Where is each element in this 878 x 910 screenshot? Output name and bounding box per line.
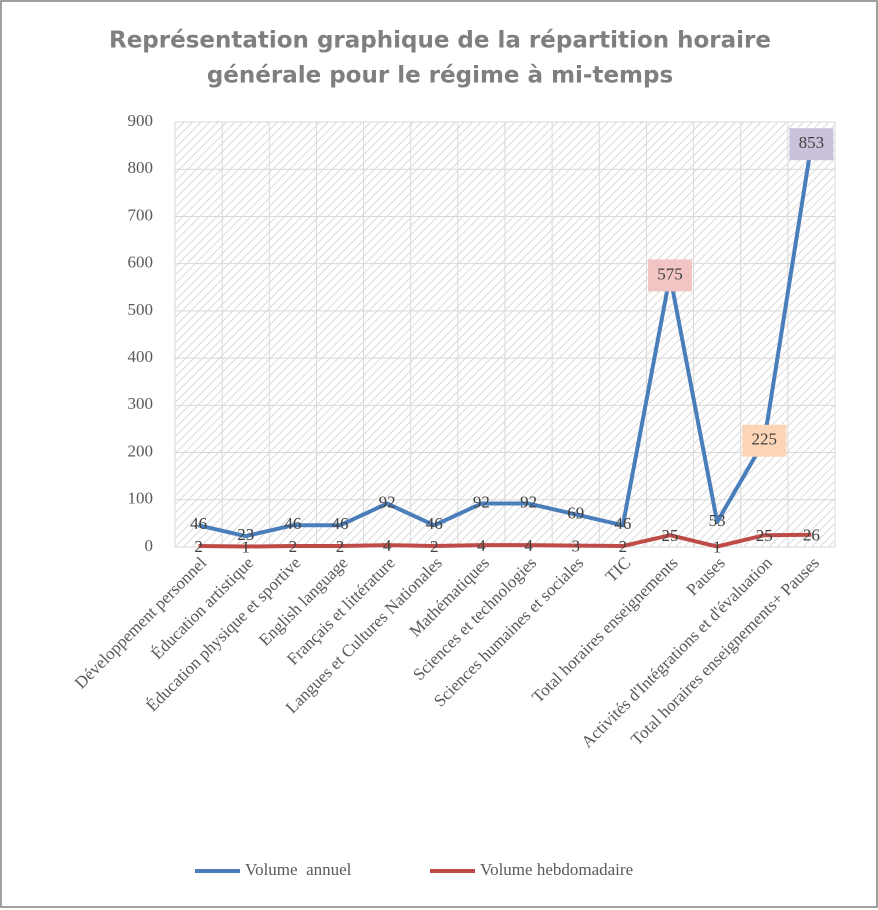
- data-label: 25: [662, 526, 679, 545]
- data-label: 4: [524, 536, 533, 555]
- y-tick-label: 900: [128, 111, 154, 130]
- y-tick-label: 300: [128, 394, 154, 413]
- data-label: 225: [752, 430, 778, 449]
- data-label: 2: [619, 537, 628, 556]
- y-tick-label: 200: [128, 441, 154, 460]
- data-label: 853: [799, 133, 825, 152]
- y-tick-label: 700: [128, 205, 154, 224]
- y-tick-label: 400: [128, 347, 154, 366]
- data-label: 3: [571, 536, 580, 555]
- chart-title: Représentation graphique de la répartiti…: [109, 28, 771, 54]
- y-tick-label: 100: [128, 489, 154, 508]
- data-label: 92: [473, 492, 490, 511]
- data-label: 4: [383, 536, 392, 555]
- data-label: 2: [336, 537, 345, 556]
- series-line: [198, 532, 812, 549]
- y-tick-label: 600: [128, 253, 154, 272]
- data-label-background: [648, 259, 692, 292]
- data-label: 92: [520, 492, 537, 511]
- legend-label: Volume annuel: [245, 860, 352, 879]
- data-label: 1: [713, 537, 722, 556]
- data-label: 46: [426, 514, 443, 533]
- y-tick-label: 500: [128, 300, 154, 319]
- data-label: 575: [657, 264, 683, 283]
- data-label-background: [742, 424, 787, 457]
- data-label: 2: [194, 537, 203, 556]
- y-tick-label: 800: [128, 158, 154, 177]
- legend-label: Volume hebdomadaire: [480, 860, 633, 879]
- data-label: 53: [709, 511, 726, 530]
- data-label: 1: [241, 537, 250, 556]
- data-label: 4: [477, 536, 486, 555]
- data-label: 46: [190, 514, 207, 533]
- data-label: 2: [430, 537, 439, 556]
- chart-title: générale pour le régime à mi-temps: [207, 63, 673, 89]
- data-label: 92: [379, 492, 396, 511]
- data-label: 46: [332, 514, 349, 533]
- data-label: 69: [567, 503, 584, 522]
- data-label: 46: [284, 514, 301, 533]
- data-label-background: [789, 128, 834, 161]
- data-label: 2: [289, 537, 298, 556]
- data-label: 26: [803, 526, 820, 545]
- data-label: 23: [237, 525, 254, 544]
- data-label: 46: [614, 514, 631, 533]
- data-label: 25: [756, 526, 773, 545]
- y-tick-label: 0: [145, 536, 154, 555]
- series-line: [198, 143, 814, 539]
